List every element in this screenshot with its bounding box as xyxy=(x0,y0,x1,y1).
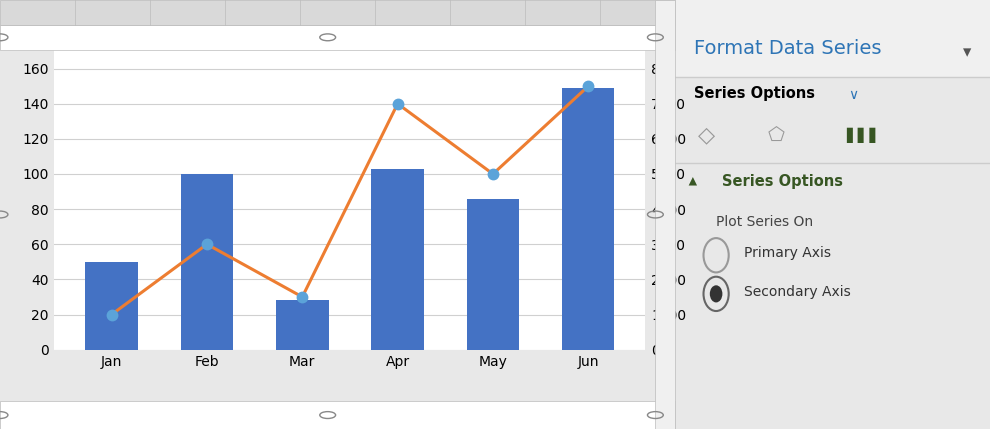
Text: ∨: ∨ xyxy=(848,88,858,102)
Text: Series Options: Series Options xyxy=(694,86,815,101)
Text: M: M xyxy=(333,6,343,19)
Text: I: I xyxy=(36,6,40,19)
Text: ⬠: ⬠ xyxy=(767,126,784,145)
Text: Secondary Axis: Secondary Axis xyxy=(744,285,851,299)
Bar xyxy=(466,199,519,350)
Text: ◀: ◀ xyxy=(688,176,698,184)
Text: K: K xyxy=(183,6,192,19)
Text: J: J xyxy=(111,6,114,19)
Text: ▐▐▐: ▐▐▐ xyxy=(841,127,875,143)
Bar xyxy=(675,0,990,77)
Text: Format Data Series: Format Data Series xyxy=(694,39,881,57)
Bar xyxy=(276,300,329,350)
Text: Plot Series On: Plot Series On xyxy=(716,214,813,229)
Legend: Units Sold, Total Transaction: Units Sold, Total Transaction xyxy=(198,405,502,429)
Bar xyxy=(371,169,424,350)
Text: L: L xyxy=(259,6,266,19)
Circle shape xyxy=(710,285,723,302)
Bar xyxy=(562,88,615,350)
Text: N: N xyxy=(408,6,418,19)
Bar xyxy=(181,174,234,350)
Text: ▾: ▾ xyxy=(962,43,971,61)
Text: Primary Axis: Primary Axis xyxy=(744,246,832,260)
Text: P: P xyxy=(559,6,566,19)
Text: O: O xyxy=(483,6,493,19)
Text: Q: Q xyxy=(633,6,643,19)
Text: ◇: ◇ xyxy=(698,125,715,145)
Text: Series Options: Series Options xyxy=(723,174,843,189)
Bar xyxy=(85,262,138,350)
